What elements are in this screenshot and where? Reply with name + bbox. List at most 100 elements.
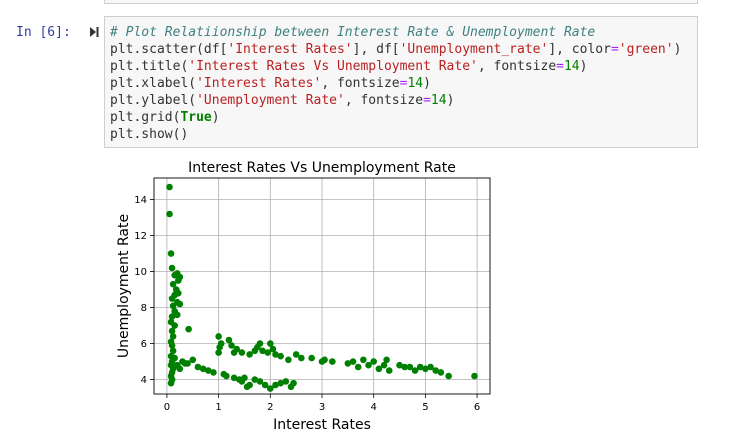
scatter-point bbox=[228, 342, 235, 349]
scatter-point bbox=[471, 372, 478, 380]
scatter-point bbox=[290, 379, 297, 387]
scatter-point bbox=[432, 367, 440, 374]
scatter-point bbox=[168, 313, 176, 320]
scatter-point bbox=[277, 352, 284, 360]
scatter-point bbox=[215, 349, 222, 356]
scatter-point bbox=[189, 356, 197, 364]
x-tick-label: 5 bbox=[422, 402, 428, 413]
previous-cell-border bbox=[104, 0, 698, 4]
scatter-point bbox=[427, 363, 434, 371]
chart-title: Interest Rates Vs Unemployment Rate bbox=[188, 160, 456, 176]
scatter-point bbox=[256, 378, 264, 385]
scatter-point bbox=[210, 369, 217, 376]
code-token: plt.scatter(df[ bbox=[110, 42, 228, 57]
code-string: 'green' bbox=[618, 42, 674, 57]
scatter-point bbox=[166, 183, 173, 191]
scatter-point bbox=[401, 363, 409, 371]
scatter-point bbox=[264, 349, 272, 356]
code-token: , fontsize bbox=[477, 59, 557, 74]
y-tick-label: 4 bbox=[141, 375, 147, 386]
scatter-point bbox=[246, 381, 253, 389]
scatter-point bbox=[282, 378, 290, 385]
scatter-point bbox=[375, 365, 383, 373]
scatter-point bbox=[173, 311, 181, 319]
code-token: ) bbox=[211, 110, 220, 125]
scatter-point bbox=[199, 365, 207, 373]
code-string: 'Interest Rates' bbox=[196, 76, 322, 91]
scatter-point bbox=[259, 347, 266, 355]
scatter-point bbox=[171, 322, 178, 329]
x-tick-label: 4 bbox=[371, 402, 377, 413]
scatter-point bbox=[269, 345, 277, 353]
scatter-point bbox=[308, 354, 315, 362]
code-keyword: True bbox=[180, 110, 212, 125]
scatter-point bbox=[246, 351, 253, 358]
scatter-point bbox=[223, 372, 230, 380]
code-string: 'Interest Rates' bbox=[227, 42, 353, 57]
scatter-point bbox=[168, 295, 176, 302]
scatter-point bbox=[445, 372, 452, 380]
code-token: plt.grid( bbox=[110, 110, 181, 125]
plot-frame bbox=[153, 177, 491, 395]
code-token: ) bbox=[423, 76, 431, 91]
scatter-point bbox=[174, 289, 182, 297]
code-text: # Plot Relatiionship between Interest Ra… bbox=[110, 24, 681, 143]
scatter-point bbox=[238, 378, 246, 385]
code-token: ) bbox=[446, 93, 455, 108]
scatter-point bbox=[380, 361, 388, 369]
scatter-point bbox=[166, 210, 173, 218]
code-operator: = bbox=[556, 59, 564, 74]
y-tick-label: 12 bbox=[134, 231, 147, 242]
scatter-point bbox=[411, 367, 419, 374]
scatter-point bbox=[176, 300, 184, 308]
scatter-point bbox=[168, 342, 176, 349]
x-tick-label: 6 bbox=[474, 402, 480, 413]
scatter-point bbox=[169, 302, 177, 310]
scatter-point bbox=[185, 325, 192, 333]
scatter-point bbox=[406, 363, 414, 371]
scatter-point bbox=[181, 360, 189, 367]
scatter-point bbox=[272, 351, 279, 358]
scatter-point bbox=[365, 361, 372, 369]
scatter-point bbox=[422, 365, 429, 373]
code-string: 'Unemployment Rate' bbox=[196, 93, 345, 108]
scatter-point bbox=[385, 367, 393, 374]
y-tick-label: 8 bbox=[141, 303, 147, 314]
y-tick-label: 6 bbox=[141, 339, 147, 350]
scatter-point bbox=[256, 340, 264, 347]
scatter-point bbox=[285, 356, 292, 364]
scatter-point bbox=[225, 336, 233, 344]
code-comment: # Plot Relatiionship between Interest Ra… bbox=[110, 25, 596, 40]
input-prompt: In [6]: bbox=[16, 25, 71, 40]
grid-lines bbox=[154, 178, 490, 394]
scatter-point bbox=[176, 273, 184, 281]
code-token: , fontsize bbox=[344, 93, 424, 108]
scatter-point bbox=[167, 250, 175, 257]
scatter-point bbox=[204, 367, 212, 374]
scatter-point bbox=[267, 340, 274, 347]
scatter-point bbox=[167, 379, 175, 387]
y-axis-label: Unemployment Rate bbox=[116, 214, 132, 358]
scatter-point bbox=[233, 345, 241, 353]
scatter-point bbox=[396, 361, 403, 369]
scatter-point bbox=[272, 381, 279, 389]
scatter-point bbox=[169, 280, 177, 288]
code-token: , fontsize bbox=[321, 76, 400, 91]
code-operator: = bbox=[610, 42, 619, 57]
x-tick-label: 0 bbox=[164, 402, 170, 413]
code-string: 'Unemployment_rate' bbox=[399, 42, 549, 57]
scatter-point bbox=[383, 356, 390, 364]
code-number: 14 bbox=[430, 93, 447, 108]
code-token: ) bbox=[673, 42, 682, 57]
scatter-point bbox=[194, 363, 202, 371]
step-forward-icon[interactable] bbox=[88, 26, 100, 38]
code-operator: = bbox=[399, 76, 408, 91]
scatter-point bbox=[230, 374, 238, 382]
code-cell-editor[interactable]: # Plot Relatiionship between Interest Ra… bbox=[104, 16, 698, 148]
scatter-point bbox=[169, 347, 177, 355]
scatter-point bbox=[168, 264, 176, 272]
scatter-point bbox=[251, 376, 259, 383]
